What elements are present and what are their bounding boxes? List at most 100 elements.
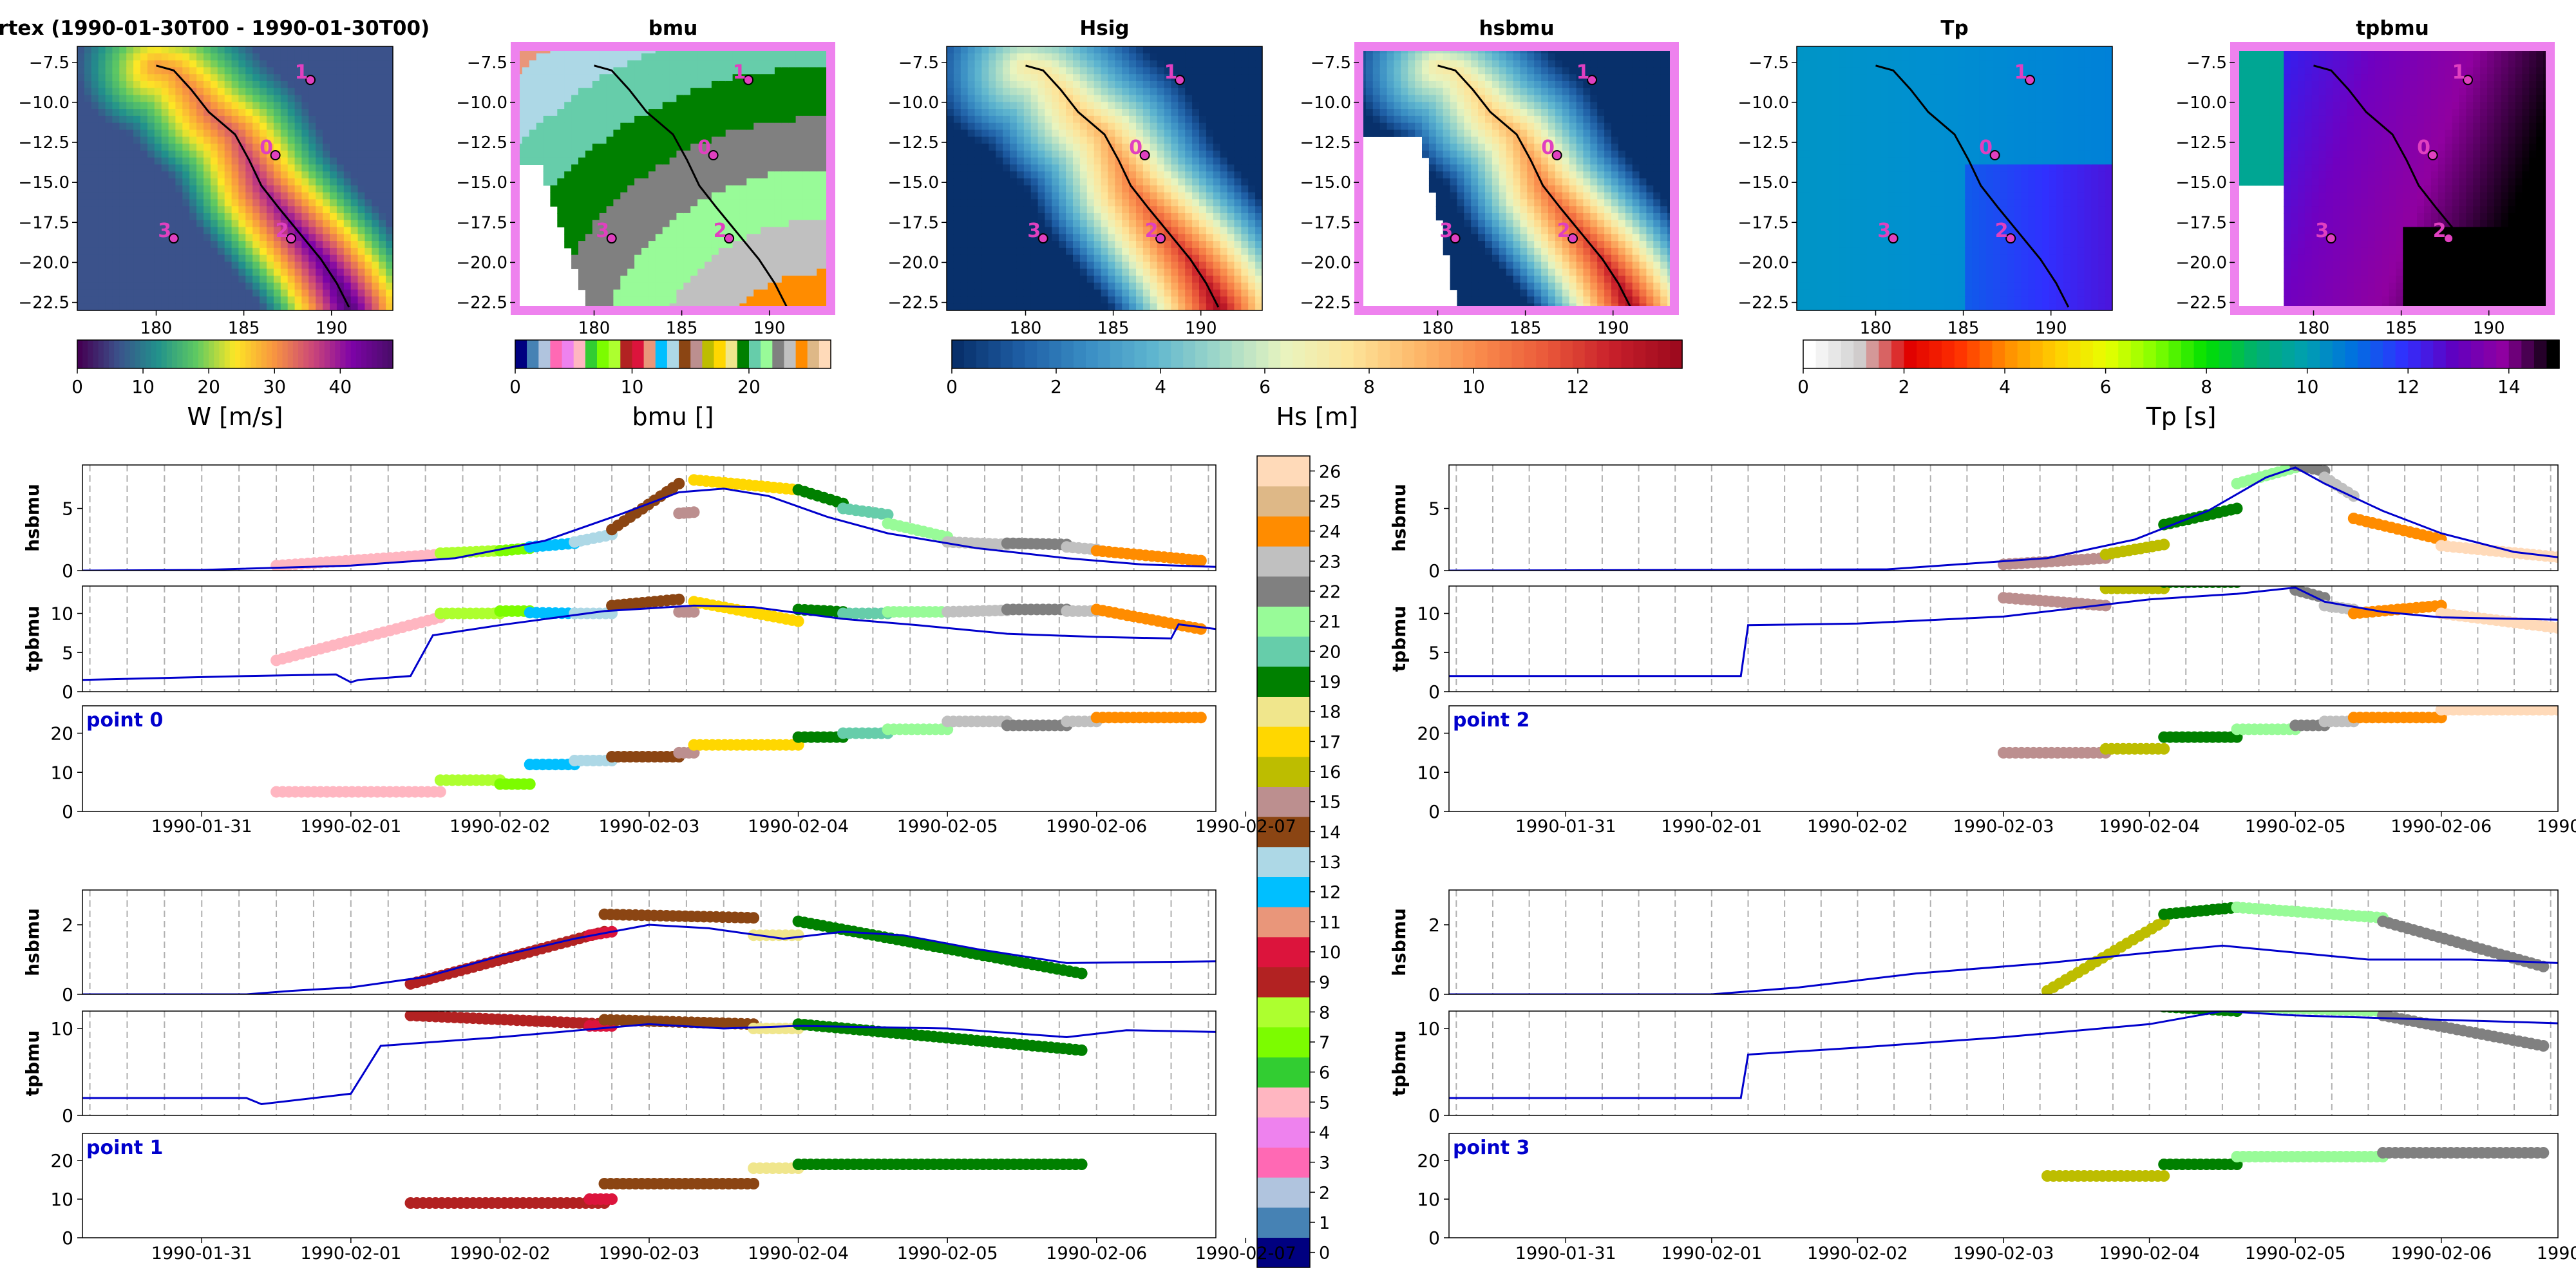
map-cell bbox=[718, 178, 726, 186]
map-cell bbox=[725, 213, 734, 221]
map-cell bbox=[606, 282, 614, 290]
map-cell bbox=[231, 53, 240, 61]
map-cell bbox=[746, 241, 754, 249]
map-cell bbox=[550, 192, 558, 200]
map-cell bbox=[571, 80, 579, 89]
map-cell bbox=[1234, 254, 1242, 263]
map-cell bbox=[781, 109, 790, 117]
map-cell bbox=[350, 213, 359, 221]
map-cell bbox=[768, 261, 775, 269]
map-cell bbox=[676, 220, 684, 228]
map-cell bbox=[323, 102, 330, 109]
map-cell bbox=[732, 289, 741, 297]
map-cell bbox=[1101, 303, 1109, 310]
map-cell bbox=[1185, 157, 1193, 165]
map-cell bbox=[960, 296, 969, 304]
map-cell bbox=[224, 234, 232, 242]
map-cell bbox=[1129, 269, 1137, 276]
map-cell bbox=[126, 144, 134, 151]
map-cell bbox=[1086, 102, 1095, 109]
map-cell bbox=[1108, 74, 1115, 82]
map-cell bbox=[690, 254, 698, 263]
map-cell bbox=[217, 282, 225, 290]
map-cell bbox=[1234, 276, 1242, 283]
map-cell bbox=[953, 129, 961, 137]
map-cell bbox=[386, 171, 393, 179]
map-cell bbox=[1023, 206, 1032, 214]
map-cell bbox=[204, 80, 211, 89]
map-cell bbox=[683, 150, 691, 158]
map-cell bbox=[217, 206, 225, 214]
map-cell bbox=[287, 60, 296, 68]
map-cell bbox=[1023, 282, 1032, 290]
map-cell bbox=[1010, 199, 1018, 207]
map-cell bbox=[1059, 122, 1066, 131]
map-cell bbox=[705, 254, 712, 263]
map-cell bbox=[613, 95, 621, 102]
map-cell bbox=[627, 296, 635, 304]
map-cell bbox=[245, 241, 253, 249]
map-cell bbox=[217, 254, 225, 263]
map-cell bbox=[316, 269, 323, 276]
map-cell bbox=[357, 206, 366, 214]
map-cell bbox=[1178, 303, 1186, 310]
map-cell bbox=[1206, 254, 1214, 263]
map-cell bbox=[627, 150, 635, 158]
map-cell bbox=[1234, 137, 1242, 144]
map-cell bbox=[182, 261, 190, 269]
map-cell bbox=[267, 46, 274, 54]
map-cell bbox=[550, 150, 558, 158]
map-cell bbox=[105, 144, 113, 151]
map-cell bbox=[84, 46, 92, 54]
map-cell bbox=[238, 234, 246, 242]
map-cell bbox=[330, 60, 337, 68]
map-cell bbox=[1150, 206, 1158, 214]
map-cell bbox=[725, 282, 734, 290]
map-cell bbox=[147, 282, 155, 290]
map-cell bbox=[683, 254, 691, 263]
map-cell bbox=[774, 80, 782, 89]
map-cell bbox=[620, 150, 628, 158]
map-cell bbox=[781, 88, 790, 96]
map-cell bbox=[204, 303, 211, 310]
map-cell bbox=[1220, 102, 1228, 109]
map-cell bbox=[308, 171, 316, 179]
point-label: 0 bbox=[697, 137, 711, 159]
map-cell bbox=[182, 144, 190, 151]
map-cell bbox=[204, 137, 211, 144]
map-cell bbox=[1122, 289, 1130, 297]
map-cell bbox=[224, 261, 232, 269]
map-cell bbox=[1059, 213, 1066, 221]
map-cell bbox=[252, 276, 260, 283]
map-cell bbox=[1213, 137, 1221, 144]
map-cell bbox=[1234, 129, 1242, 137]
map-cell bbox=[817, 171, 824, 179]
map-cell bbox=[1045, 53, 1052, 61]
map-cell bbox=[550, 199, 558, 207]
map-cell bbox=[308, 60, 316, 68]
map-cell bbox=[386, 303, 393, 310]
map-cell bbox=[981, 102, 989, 109]
map-cell bbox=[810, 74, 817, 82]
map-cell bbox=[974, 247, 983, 256]
map-cell bbox=[379, 276, 386, 283]
map-cell bbox=[161, 171, 169, 179]
map-cell bbox=[119, 150, 127, 158]
map-cell bbox=[238, 192, 246, 200]
map-cell bbox=[732, 296, 741, 304]
map-cell bbox=[1178, 144, 1186, 151]
map-cell bbox=[112, 164, 120, 172]
map-cell bbox=[217, 269, 225, 276]
map-cell bbox=[1178, 276, 1186, 283]
map-cell bbox=[1213, 289, 1221, 297]
map-cell bbox=[182, 171, 190, 179]
map-cell bbox=[1010, 74, 1018, 82]
map-cell bbox=[585, 178, 593, 186]
map-cell bbox=[1030, 254, 1039, 263]
map-cell bbox=[947, 109, 954, 117]
map-cell bbox=[781, 213, 790, 221]
map-cell bbox=[294, 60, 303, 68]
map-cell bbox=[989, 88, 996, 96]
map-cell bbox=[676, 171, 684, 179]
map-cell bbox=[564, 88, 572, 96]
